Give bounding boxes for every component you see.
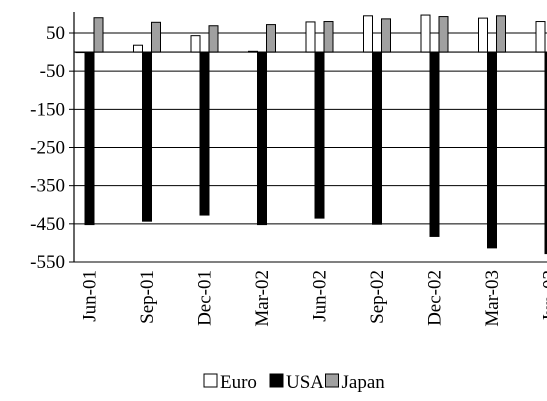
- bar-japan-mar-02: [266, 24, 276, 53]
- legend-swatch-euro: [203, 373, 218, 388]
- bar-japan-sep-02: [381, 18, 391, 53]
- legend-swatch-japan: [325, 373, 339, 388]
- legend: Euro USA Japan: [203, 372, 386, 393]
- bar-euro-jun-02: [305, 21, 316, 53]
- legend-label-euro: Euro: [220, 372, 257, 393]
- x-tick-label: Sep-02: [367, 270, 388, 324]
- bar-usa-jun-02: [314, 51, 325, 219]
- axes: [69, 12, 547, 263]
- bar-usa-sep-01: [142, 51, 152, 222]
- x-tick-label: Dec-02: [425, 270, 446, 326]
- y-tick-label: -550: [30, 252, 65, 273]
- bar-japan-jun-02: [323, 21, 334, 53]
- x-tick-label: Dec-01: [195, 270, 216, 326]
- x-tick-label: Sep-01: [137, 270, 158, 324]
- y-tick-label: -150: [30, 99, 65, 120]
- y-tick-label: -50: [40, 61, 65, 82]
- legend-label-usa: USA: [286, 372, 324, 393]
- x-tick-label: Jun-02: [310, 270, 331, 322]
- bar-japan-dec-01: [208, 25, 219, 53]
- x-tick-label: Jun-03: [540, 270, 547, 322]
- bars: [75, 14, 547, 255]
- bar-japan-jun-01: [93, 17, 104, 53]
- x-tick-label: Jun-01: [80, 270, 101, 322]
- bar-euro-mar-03: [478, 17, 488, 53]
- legend-label-japan: Japan: [342, 372, 386, 393]
- grid-lines: [74, 32, 547, 263]
- bar-japan-sep-01: [151, 21, 161, 53]
- legend-swatch-usa: [269, 373, 284, 388]
- bar-usa-jun-01: [84, 51, 95, 226]
- bar-usa-dec-02: [429, 51, 440, 237]
- bar-euro-sep-02: [363, 15, 373, 53]
- bar-euro-dec-02: [420, 14, 431, 53]
- bar-japan-mar-03: [496, 15, 506, 53]
- bar-japan-dec-02: [438, 16, 449, 53]
- bar-usa-jun-03: [544, 51, 547, 255]
- y-tick-label: -350: [30, 176, 65, 197]
- y-tick-labels: 50 -50 -150 -250 -350 -450 -550: [30, 23, 65, 273]
- bar-usa-mar-03: [487, 51, 497, 249]
- bar-usa-mar-02: [257, 51, 267, 226]
- y-tick-label: -450: [30, 214, 65, 235]
- y-tick-label: -250: [30, 137, 65, 158]
- y-tick-label: 50: [46, 23, 65, 44]
- x-tick-label: Mar-02: [252, 270, 273, 327]
- x-tick-labels: Jun-01 Sep-01 Dec-01 Mar-02 Jun-02 Sep-02 Dec-…: [80, 270, 547, 327]
- bar-usa-sep-02: [372, 51, 382, 225]
- x-tick-label: Mar-03: [482, 270, 503, 327]
- bar-euro-sep-01: [133, 44, 143, 53]
- bar-euro-dec-01: [190, 35, 201, 53]
- bar-usa-dec-01: [199, 51, 210, 216]
- bar-euro-jun-03: [535, 21, 546, 53]
